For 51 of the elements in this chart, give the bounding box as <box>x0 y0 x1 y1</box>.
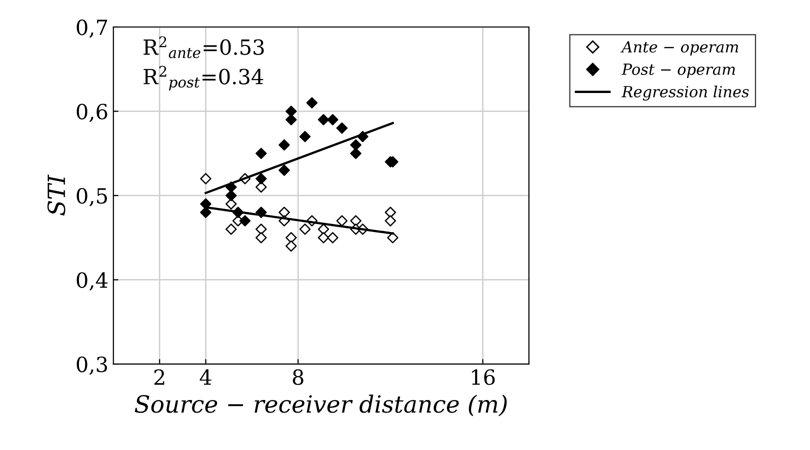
x-tick-label: 2 <box>154 369 164 385</box>
point <box>200 198 212 210</box>
point <box>299 130 311 142</box>
legend-label: Regression lines <box>622 86 749 101</box>
point <box>387 232 398 244</box>
point <box>350 215 362 226</box>
point <box>350 139 362 151</box>
x-tick-label: 4 <box>200 369 212 385</box>
point <box>256 224 267 235</box>
point <box>318 232 330 244</box>
y-tick-label: 0,5 <box>76 188 107 206</box>
y-tick-label: 0,3 <box>76 356 107 375</box>
point <box>318 114 330 126</box>
point <box>256 148 267 160</box>
x-tick-label: 16 <box>472 369 495 386</box>
point <box>336 215 348 226</box>
y-axis-title: STI <box>47 174 66 216</box>
point <box>350 148 362 160</box>
annotation: R$^{2}$$_{post}$=0.34 <box>144 66 264 90</box>
point <box>299 224 311 235</box>
point <box>256 181 267 193</box>
point <box>327 114 338 126</box>
point <box>318 224 330 235</box>
x-axis-title: Source − receiver distance (m) <box>134 394 507 416</box>
point <box>226 190 237 202</box>
point <box>278 139 290 151</box>
y-tick-label: 0,4 <box>76 272 108 291</box>
point <box>256 173 267 184</box>
point <box>226 198 237 210</box>
point <box>200 206 212 218</box>
y-tick-label: 0,7 <box>76 19 108 38</box>
x-tick-label: 8 <box>292 369 304 386</box>
legend-label: Post − operam <box>622 64 735 78</box>
point <box>286 106 297 117</box>
y-tick-label: 0,6 <box>76 104 108 122</box>
point <box>286 240 297 252</box>
point <box>384 206 396 218</box>
point <box>336 122 348 134</box>
point <box>306 97 318 108</box>
point <box>286 114 297 126</box>
legend-label: Ante − operam <box>620 41 738 56</box>
annotation: R$^{2}$$_{ante}$=0.53 <box>144 36 264 58</box>
point <box>239 215 251 226</box>
point <box>200 173 212 184</box>
point <box>226 224 237 235</box>
point <box>256 232 267 244</box>
point <box>278 206 290 218</box>
point <box>384 215 396 226</box>
point <box>286 232 297 244</box>
point <box>327 232 338 244</box>
point <box>278 164 290 176</box>
